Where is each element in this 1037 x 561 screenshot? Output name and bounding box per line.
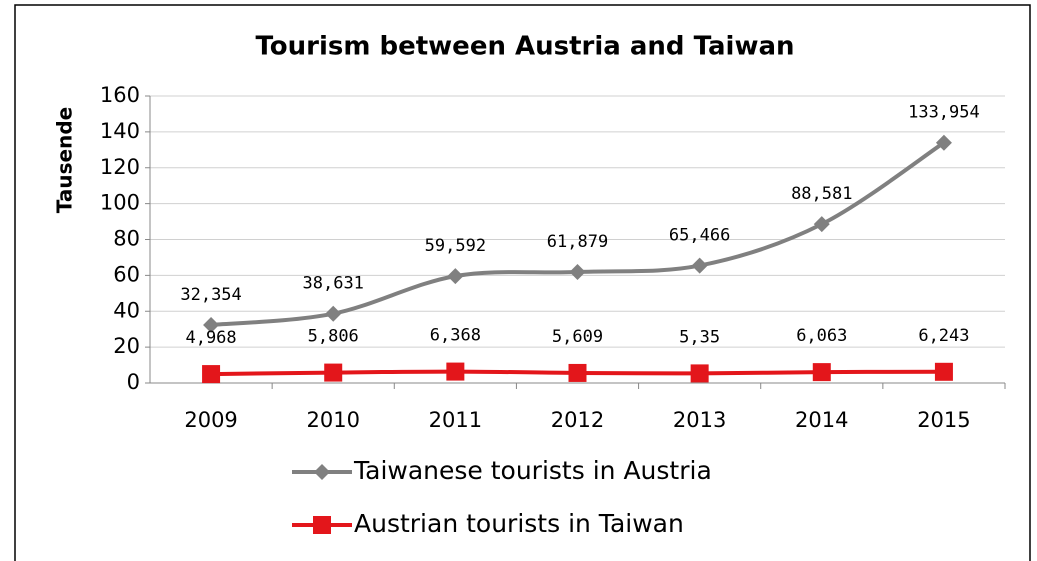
- data-label: 59,592: [425, 236, 486, 256]
- x-tick-label: 2015: [917, 408, 970, 432]
- data-label: 5,806: [308, 327, 359, 347]
- data-point: [446, 362, 465, 381]
- data-label: 61,879: [547, 232, 608, 252]
- data-label: 6,063: [796, 326, 847, 346]
- y-tick-label: 80: [113, 227, 140, 251]
- data-point: [202, 365, 221, 384]
- y-tick-label: 160: [100, 83, 140, 107]
- data-point: [691, 257, 708, 274]
- data-label: 88,581: [791, 184, 852, 204]
- data-label: 6,243: [918, 326, 969, 346]
- legend-label: Austrian tourists in Taiwan: [354, 509, 684, 538]
- y-tick-label: 0: [127, 370, 140, 394]
- data-label: 65,466: [669, 226, 730, 246]
- data-point: [690, 364, 709, 383]
- data-label: 38,631: [303, 274, 364, 294]
- y-tick-label: 40: [113, 298, 140, 322]
- data-label: 133,954: [908, 103, 980, 123]
- y-tick-label: 20: [113, 334, 140, 358]
- x-tick-label: 2011: [429, 408, 482, 432]
- x-tick-label: 2013: [673, 408, 726, 432]
- y-tick-label: 60: [113, 262, 140, 286]
- data-label: 5,609: [552, 327, 603, 347]
- y-axis-label: Tausende: [53, 107, 77, 213]
- legend-label: Taiwanese tourists in Austria: [353, 456, 712, 485]
- data-point: [447, 268, 464, 285]
- data-point: [935, 134, 952, 151]
- data-point: [934, 362, 953, 381]
- x-tick-label: 2010: [306, 408, 359, 432]
- x-tick-label: 2014: [795, 408, 848, 432]
- data-point: [813, 216, 830, 233]
- data-point: [812, 363, 831, 382]
- chart-title: Tourism between Austria and Taiwan: [255, 32, 794, 62]
- data-label: 5,35: [679, 327, 720, 347]
- chart-frame: [14, 4, 1031, 561]
- data-label: 6,368: [430, 326, 481, 346]
- y-tick-label: 140: [100, 119, 140, 143]
- data-label: 32,354: [180, 285, 241, 305]
- y-tick-label: 120: [100, 155, 140, 179]
- x-tick-label: 2012: [551, 408, 604, 432]
- legend-marker: [313, 516, 331, 534]
- data-point: [203, 316, 220, 333]
- data-point: [568, 363, 587, 382]
- data-point: [325, 305, 342, 322]
- x-tick-label: 2009: [184, 408, 237, 432]
- y-tick-label: 100: [100, 191, 140, 215]
- data-point: [569, 264, 586, 281]
- data-point: [324, 363, 343, 382]
- legend-marker: [314, 464, 330, 480]
- data-label: 4,968: [185, 328, 236, 348]
